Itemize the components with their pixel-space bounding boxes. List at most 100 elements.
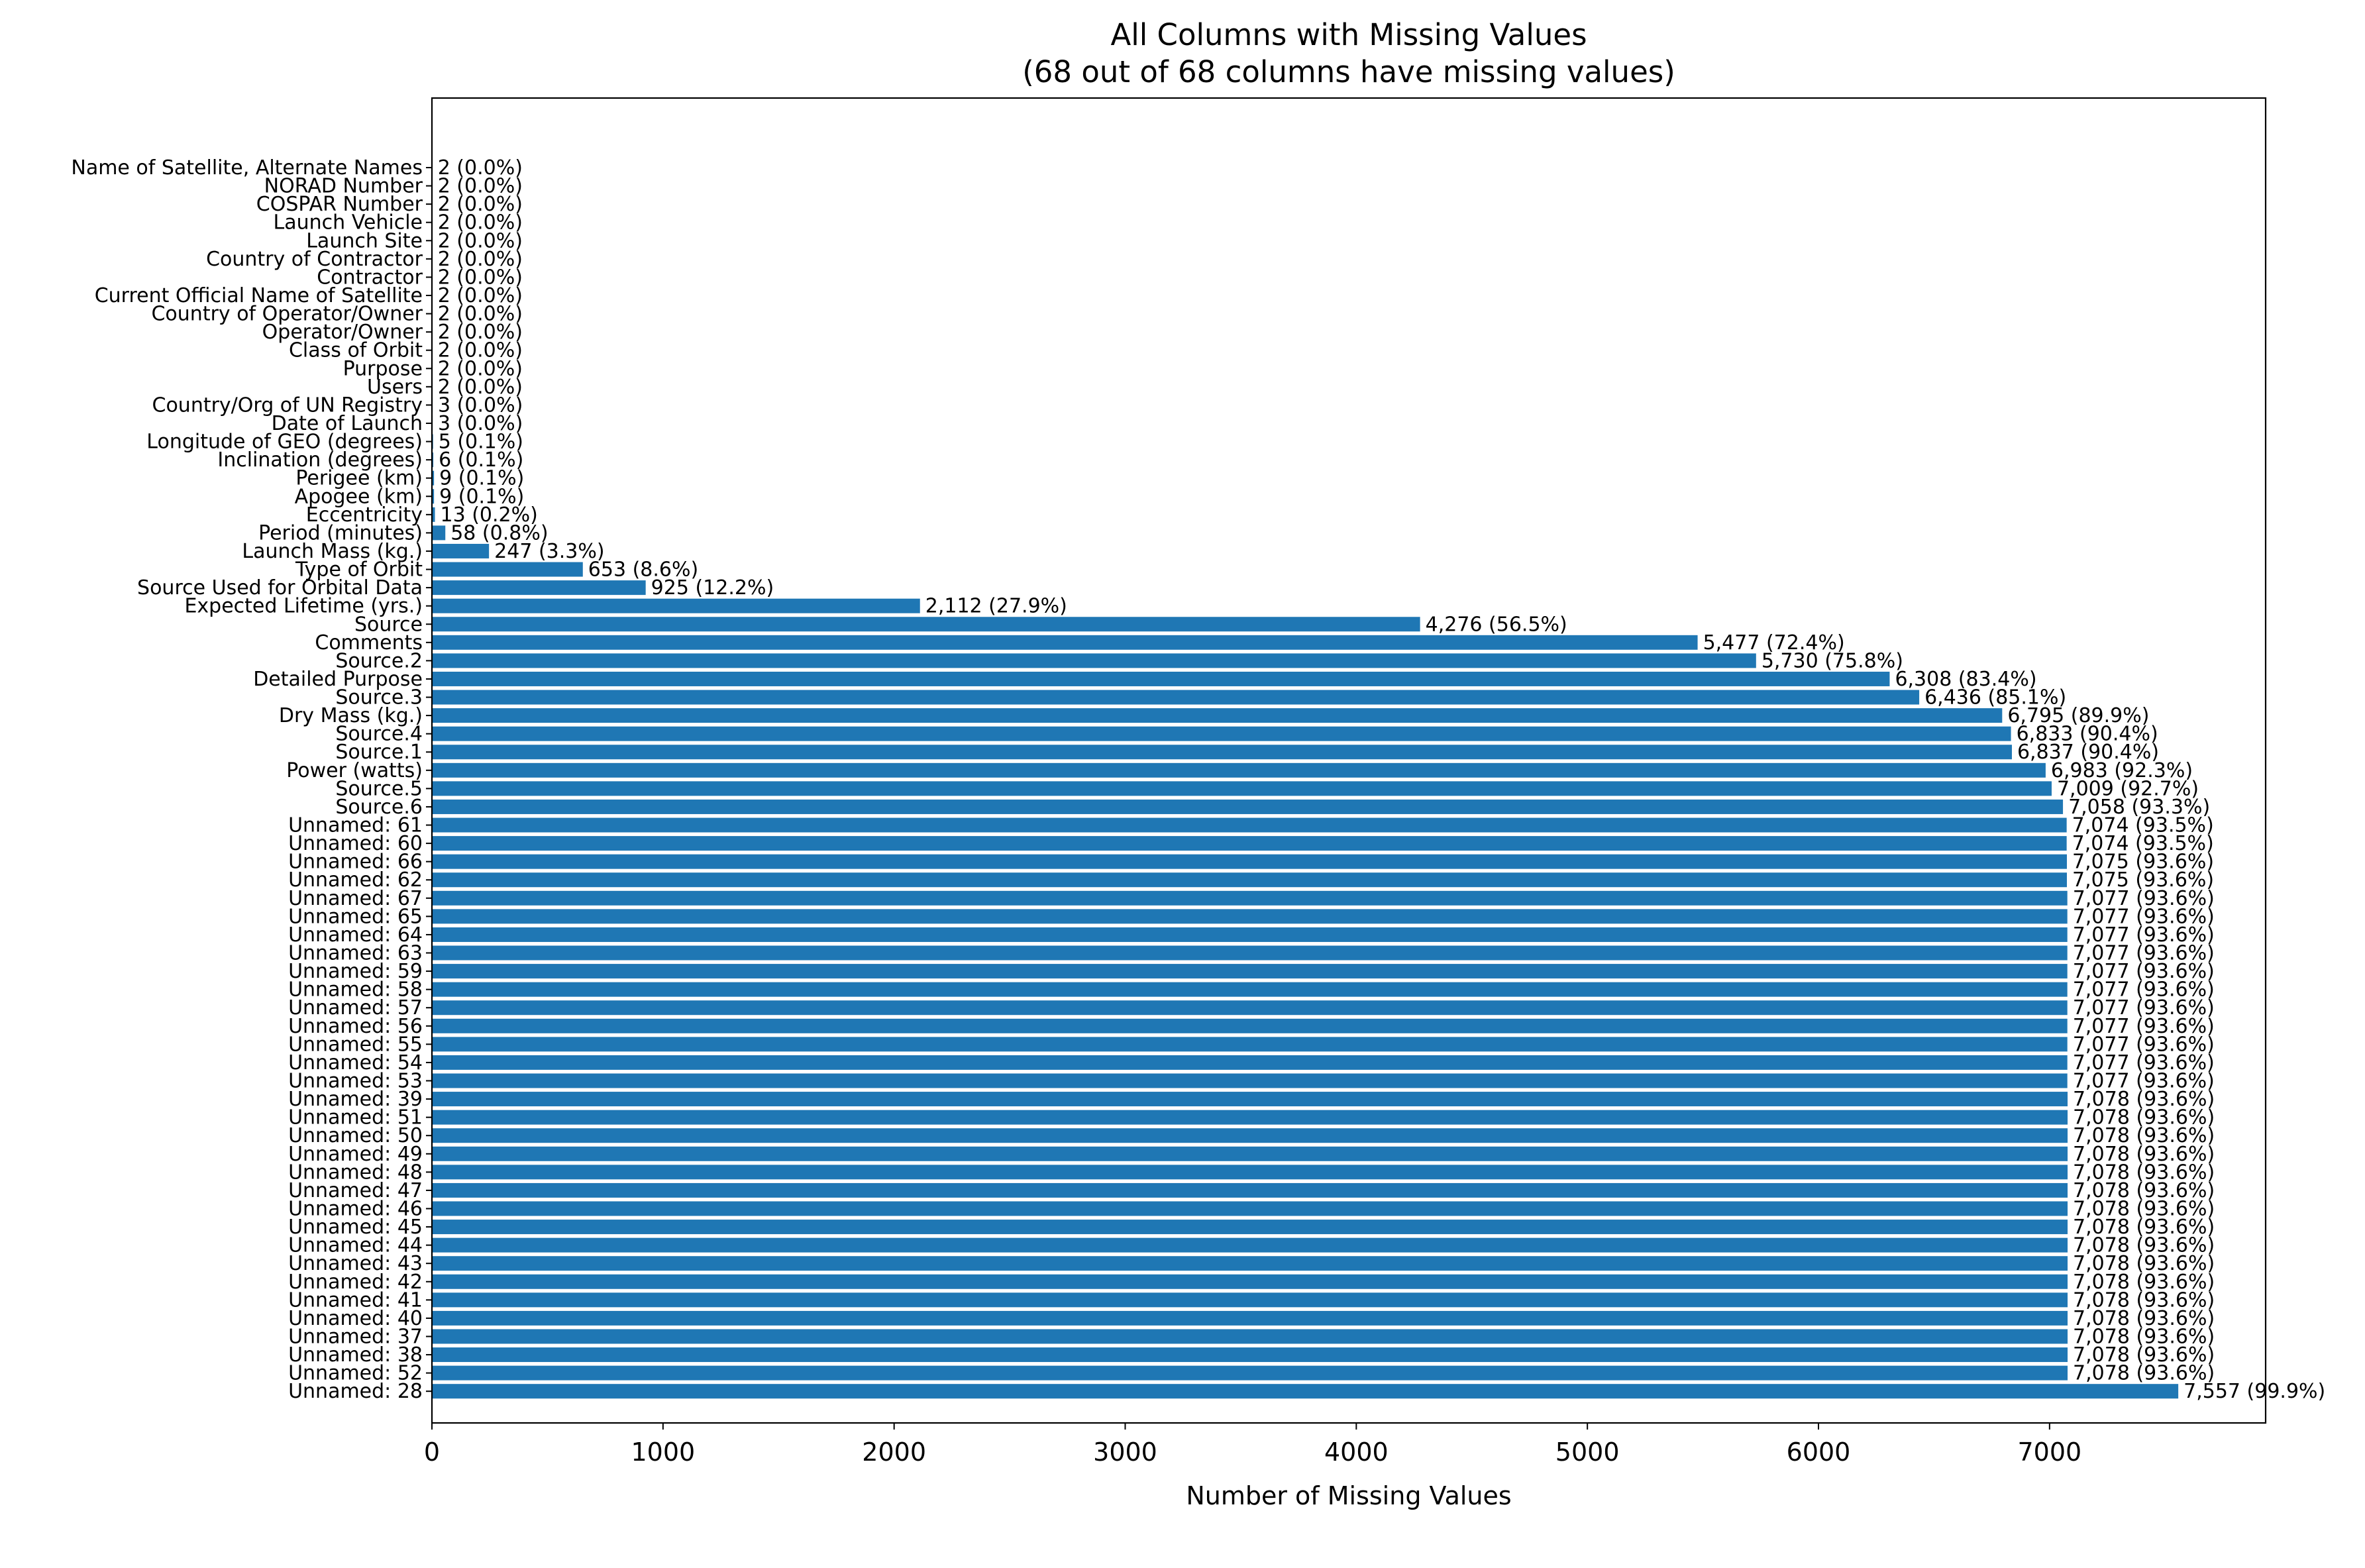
y-tick-label: Power (watts): [286, 759, 423, 782]
bar-data-label: 7,078 (93.6%): [2073, 1161, 2215, 1184]
y-tick-label: Users: [367, 376, 423, 399]
y-tick-label: Unnamed: 38: [288, 1343, 423, 1367]
bar-data-label: 2 (0.0%): [438, 248, 523, 271]
bar-data-label: 5,730 (75.8%): [1761, 649, 1903, 672]
bar-data-label: 7,078 (93.6%): [2073, 1216, 2215, 1239]
bar-data-label: 7,078 (93.6%): [2073, 1124, 2215, 1147]
bar-data-label: 2 (0.0%): [438, 266, 523, 289]
y-tick-label: Apogee (km): [295, 485, 423, 508]
y-tick-label: Detailed Purpose: [253, 668, 423, 691]
bar: [432, 1092, 2068, 1107]
y-tick-label: Unnamed: 45: [288, 1216, 423, 1239]
bar: [432, 745, 2012, 760]
y-tick-label: Expected Lifetime (yrs.): [184, 595, 423, 618]
y-tick-label: Unnamed: 54: [288, 1051, 423, 1074]
bar-data-label: 6,983 (92.3%): [2051, 759, 2193, 782]
bar-data-label: 2 (0.0%): [438, 303, 523, 326]
bar-data-label: 2 (0.0%): [438, 175, 523, 198]
bar-data-label: 7,077 (93.6%): [2073, 1015, 2215, 1038]
bar-data-label: 6,837 (90.4%): [2017, 741, 2159, 764]
bar-data-label: 7,077 (93.6%): [2073, 996, 2215, 1019]
bar-data-label: 7,077 (93.6%): [2073, 887, 2215, 910]
bar-data-label: 7,009 (92.7%): [2057, 777, 2199, 800]
y-tick-label: Unnamed: 42: [288, 1271, 423, 1294]
bar: [432, 799, 2064, 814]
bar-data-label: 7,078 (93.6%): [2073, 1088, 2215, 1111]
bar-data-label: 7,074 (93.5%): [2072, 814, 2214, 837]
bar: [432, 580, 646, 596]
y-tick-label: Unnamed: 47: [288, 1179, 423, 1202]
x-axis-ticks: 0 1000 2000 3000 4000 5000 6000 7000: [424, 1423, 2081, 1467]
bar: [432, 1128, 2068, 1143]
bar-data-label: 5 (0.1%): [439, 431, 523, 454]
chart-title: All Columns with Missing Values: [1110, 17, 1587, 52]
bar-data-label: 7,075 (93.6%): [2072, 851, 2214, 874]
bar-data-label: 247 (3.3%): [494, 540, 604, 563]
y-tick-label: Current Official Name of Satellite: [95, 284, 423, 307]
x-tick-label: 7000: [2017, 1437, 2081, 1467]
y-tick-label: Unnamed: 41: [288, 1288, 423, 1312]
y-tick-label: Country of Operator/Owner: [151, 303, 423, 326]
bar: [432, 1347, 2068, 1363]
bar-data-label: 7,077 (93.6%): [2073, 960, 2215, 983]
plot-area-frame: [431, 97, 2267, 1424]
bar: [432, 635, 1698, 650]
bar: [432, 854, 2067, 869]
y-tick-label: Launch Vehicle: [274, 211, 423, 235]
bar-data-label: 2,112 (27.9%): [925, 595, 1067, 618]
y-tick-label: Operator/Owner: [262, 321, 423, 344]
bar: [432, 671, 1890, 686]
y-tick-label: Unnamed: 66: [288, 851, 423, 874]
y-tick-label: Source.3: [335, 686, 423, 709]
bar-data-label: 7,078 (93.6%): [2073, 1307, 2215, 1330]
y-tick-label: Unnamed: 48: [288, 1161, 423, 1184]
y-tick-label: Source.4: [335, 723, 423, 746]
bar-data-label: 7,074 (93.5%): [2072, 832, 2214, 855]
bar: [432, 762, 2046, 778]
bar: [432, 945, 2068, 961]
x-tick-label: 6000: [1787, 1437, 1851, 1467]
bar-data-label: 2 (0.0%): [438, 321, 523, 344]
bar-data-label: 7,078 (93.6%): [2073, 1252, 2215, 1275]
bar: [432, 1146, 2068, 1161]
bar-data-label: 7,557 (99.9%): [2183, 1380, 2325, 1403]
y-tick-label: Longitude of GEO (degrees): [146, 431, 423, 454]
y-tick-label: Contractor: [317, 266, 423, 289]
chart-subtitle: (68 out of 68 columns have missing value…: [1022, 54, 1675, 89]
bar: [432, 781, 2052, 796]
bar: [432, 1292, 2068, 1308]
bar-data-label: 2 (0.0%): [438, 211, 523, 235]
bar: [432, 1055, 2068, 1070]
bar-data-label: 58 (0.8%): [450, 521, 548, 545]
y-tick-label: Unnamed: 60: [288, 832, 423, 855]
y-tick-label: Unnamed: 55: [288, 1033, 423, 1056]
bar-data-label: 7,075 (93.6%): [2072, 868, 2214, 892]
y-tick-label: Launch Mass (kg.): [242, 540, 423, 563]
y-tick-label: COSPAR Number: [256, 193, 423, 216]
bar: [432, 726, 2011, 741]
bar: [432, 1384, 2179, 1399]
y-tick-label: Name of Satellite, Alternate Names: [71, 156, 423, 180]
bar: [432, 1201, 2068, 1216]
y-tick-label: Comments: [315, 631, 423, 654]
y-tick-label: Unnamed: 39: [288, 1088, 423, 1111]
bar-data-label: 3 (0.0%): [438, 412, 523, 435]
bar: [432, 1237, 2068, 1253]
bar-data-labels: 2 (0.0%)2 (0.0%)2 (0.0%)2 (0.0%)2 (0.0%)…: [438, 156, 2326, 1403]
bar: [432, 1310, 2068, 1326]
bar-data-label: 6 (0.1%): [439, 448, 523, 472]
x-tick-label: 4000: [1324, 1437, 1389, 1467]
y-tick-label: Unnamed: 56: [288, 1015, 423, 1038]
bar: [432, 1365, 2068, 1381]
bar: [432, 836, 2067, 851]
bar-data-label: 6,795 (89.9%): [2007, 704, 2149, 727]
bar-data-label: 7,078 (93.6%): [2073, 1271, 2215, 1294]
bar: [432, 598, 920, 613]
y-tick-label: Launch Site: [306, 229, 423, 252]
y-tick-label: Source.2: [335, 649, 423, 672]
y-tick-label: Unnamed: 43: [288, 1252, 423, 1275]
bar-data-label: 7,078 (93.6%): [2073, 1106, 2215, 1129]
y-tick-label: Unnamed: 59: [288, 960, 423, 983]
bar: [432, 1165, 2068, 1180]
